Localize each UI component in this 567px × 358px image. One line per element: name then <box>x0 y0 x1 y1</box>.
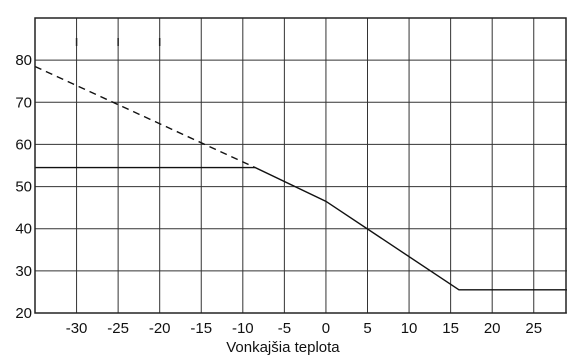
x-tick-label: -15 <box>190 320 212 337</box>
x-tick-label: 10 <box>401 320 418 337</box>
x-tick-label: 25 <box>525 320 542 337</box>
y-tick-label: 50 <box>15 179 32 196</box>
x-tick-label: -10 <box>232 320 254 337</box>
x-tick-label: -25 <box>107 320 129 337</box>
y-tick-label: 70 <box>15 94 32 111</box>
series-layer <box>34 65 567 291</box>
top-marks <box>75 38 161 46</box>
x-tick-label: 15 <box>442 320 459 337</box>
y-tick-label: 20 <box>15 305 32 322</box>
x-tick-label: -30 <box>66 320 88 337</box>
x-tick-label: -5 <box>278 320 291 337</box>
x-tick-label: 0 <box>322 320 330 337</box>
x-axis-title: Vonkajšia teplota <box>226 339 340 356</box>
x-tick-label: 20 <box>484 320 501 337</box>
y-tick-label: 40 <box>15 221 32 238</box>
y-tick-label: 30 <box>15 263 32 280</box>
y-tick-labels: 20 30 40 50 60 70 80 <box>15 52 32 322</box>
x-tick-label: -20 <box>149 320 171 337</box>
series-line-solid <box>35 166 567 291</box>
x-tick-label: 5 <box>363 320 371 337</box>
grid <box>35 18 567 314</box>
plot-frame <box>34 17 567 314</box>
y-tick-label: 80 <box>15 52 32 69</box>
x-tick-labels: -30 -25 -20 -15 -10 -5 0 5 10 15 20 25 <box>66 320 542 337</box>
y-tick-label: 60 <box>15 136 32 153</box>
series-line-dashed <box>34 65 256 169</box>
